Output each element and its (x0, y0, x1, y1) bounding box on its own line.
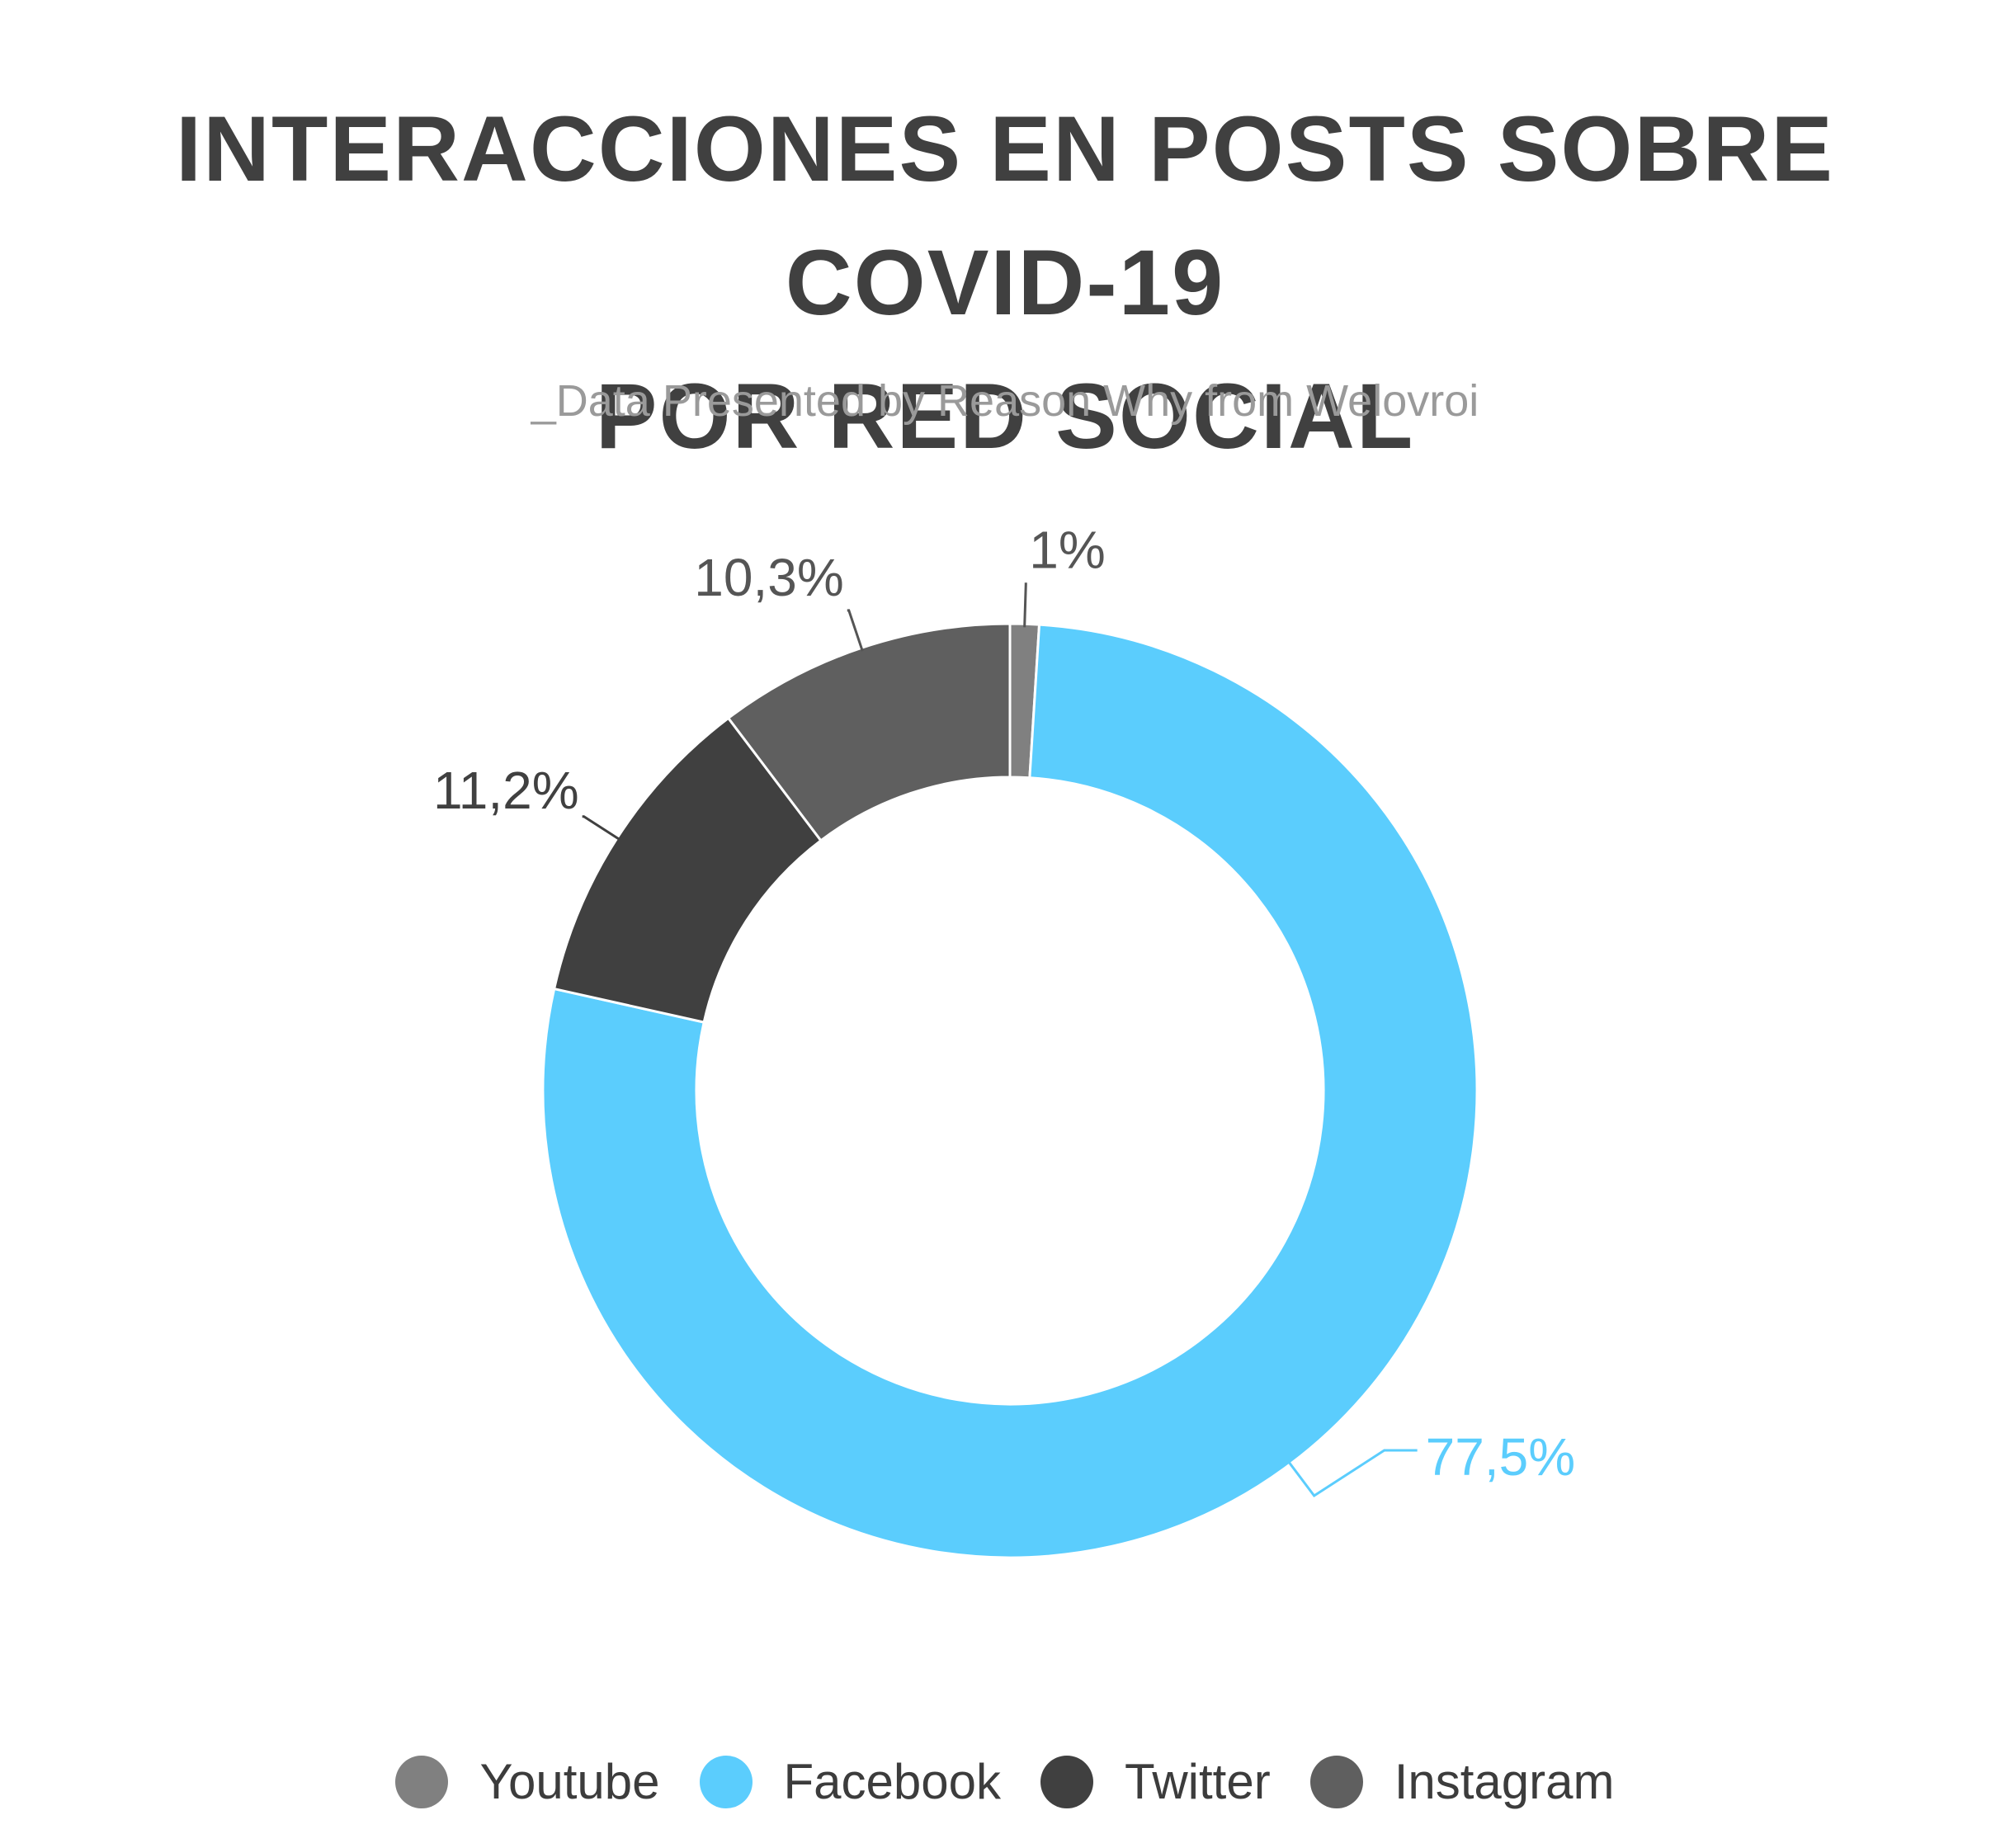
chart-title-line-1: INTERACCIONES EN POSTS SOBRE COVID-19 (175, 97, 1835, 334)
chart-title-line-2: POR RED SOCIAL (595, 365, 1415, 468)
legend-swatch-twitter (1040, 1755, 1094, 1808)
legend-label-instagram: Instagram (1394, 1754, 1615, 1809)
label-leader-lines (582, 582, 1418, 1498)
leader-line-facebook (1287, 1449, 1418, 1498)
legend-swatch-facebook (699, 1755, 753, 1808)
legend-label-youtube: Youtube (479, 1754, 660, 1809)
legend-swatch-instagram (1309, 1755, 1363, 1808)
slice-instagram (726, 622, 1012, 842)
data-label-twitter: 11,2% (433, 761, 579, 820)
donut-slices (541, 622, 1479, 1559)
leader-line-twitter (582, 815, 621, 842)
legend-item-youtube: Youtube (395, 1753, 660, 1810)
chart-title: INTERACCIONES EN POSTS SOBRE COVID-19 PO… (0, 82, 2010, 483)
data-label-facebook: 77,5% (1426, 1427, 1575, 1487)
leader-line-youtube (1023, 582, 1027, 628)
legend-label-twitter: Twitter (1125, 1754, 1271, 1809)
chart-subtitle: _Data Presented by Reason Why from Welov… (531, 376, 1479, 426)
legend-item-instagram: Instagram (1309, 1753, 1615, 1810)
data-labels: 1% 77,5% 11,2% 10,3% (433, 520, 1575, 1487)
chart-legend: Youtube Facebook Twitter Instagram (0, 1753, 2010, 1810)
data-label-youtube: 1% (1029, 520, 1106, 579)
leader-line-instagram (847, 609, 864, 652)
slice-facebook (541, 623, 1479, 1559)
legend-item-twitter: Twitter (1040, 1753, 1271, 1810)
legend-label-facebook: Facebook (783, 1754, 1002, 1809)
data-label-instagram: 10,3% (694, 548, 843, 607)
legend-swatch-youtube (395, 1755, 449, 1808)
legend-item-facebook: Facebook (699, 1753, 1002, 1810)
